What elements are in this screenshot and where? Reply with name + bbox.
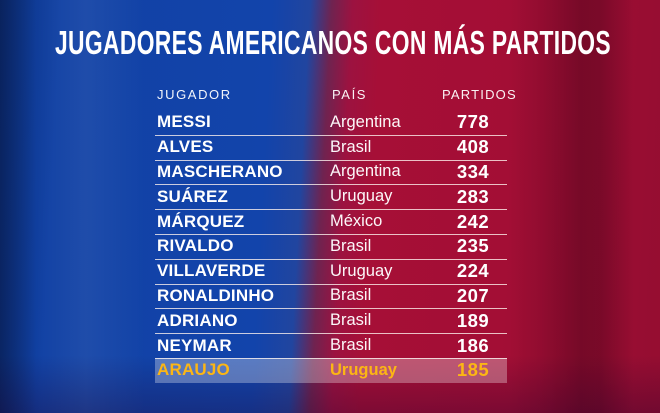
player-country: Uruguay [330, 187, 393, 206]
player-country: Brasil [330, 137, 372, 156]
player-name: SUÁREZ [157, 186, 229, 206]
table-row: VILLAVERDE Uruguay 224 [155, 259, 507, 284]
column-header-jugador: JUGADOR [157, 87, 232, 102]
player-name: MASCHERANO [157, 161, 283, 181]
player-matches: 189 [456, 309, 490, 331]
page-title: JUGADORES AMERICANOS CON MÁS PARTIDOS [55, 24, 611, 61]
table-row: MÁRQUEZ México 242 [155, 209, 507, 234]
table-row: MESSI Argentina 778 [155, 110, 507, 135]
player-name: RONALDINHO [157, 285, 275, 305]
column-header-pais: PAÍS [332, 87, 368, 102]
player-matches: 242 [456, 210, 490, 232]
player-country: Brasil [330, 286, 372, 305]
player-name: RIVALDO [157, 236, 234, 256]
table-row: NEYMAR Brasil 186 [155, 333, 507, 358]
player-matches: 185 [456, 359, 490, 381]
table-row: ADRIANO Brasil 189 [155, 308, 507, 333]
table-header: JUGADOR PAÍS PARTIDOS [155, 84, 517, 110]
stats-table: JUGADOR PAÍS PARTIDOS MESSI Argentina 77… [155, 84, 517, 383]
player-country: México [330, 212, 383, 231]
player-name: MESSI [157, 112, 211, 132]
player-country: Uruguay [330, 360, 397, 379]
player-matches: 207 [456, 284, 490, 306]
player-matches: 334 [456, 160, 490, 182]
table-row: SUÁREZ Uruguay 283 [155, 184, 507, 209]
table-body: MESSI Argentina 778 ALVES Brasil 408 MAS… [155, 110, 507, 383]
player-name: NEYMAR [157, 335, 232, 355]
player-country: Argentina [330, 162, 401, 181]
player-name: MÁRQUEZ [157, 211, 245, 231]
player-matches: 224 [456, 260, 490, 282]
table-row: ARAUJO Uruguay 185 [155, 357, 507, 383]
player-country: Brasil [330, 311, 372, 330]
table-row: RIVALDO Brasil 235 [155, 234, 507, 259]
player-matches: 235 [456, 235, 490, 257]
player-matches: 408 [456, 136, 490, 158]
player-matches: 778 [456, 111, 490, 133]
player-name: ARAUJO [157, 360, 230, 380]
player-country: Uruguay [330, 261, 393, 280]
table-row: MASCHERANO Argentina 334 [155, 160, 507, 185]
player-matches: 186 [456, 334, 490, 356]
player-name: VILLAVERDE [157, 261, 266, 281]
player-country: Argentina [330, 112, 401, 131]
player-matches: 283 [456, 185, 490, 207]
column-header-partidos: PARTIDOS [442, 87, 517, 102]
player-country: Brasil [330, 236, 372, 255]
table-row: ALVES Brasil 408 [155, 135, 507, 160]
table-row: RONALDINHO Brasil 207 [155, 284, 507, 309]
player-country: Brasil [330, 336, 372, 355]
player-name: ADRIANO [157, 310, 238, 330]
player-name: ALVES [157, 137, 214, 157]
